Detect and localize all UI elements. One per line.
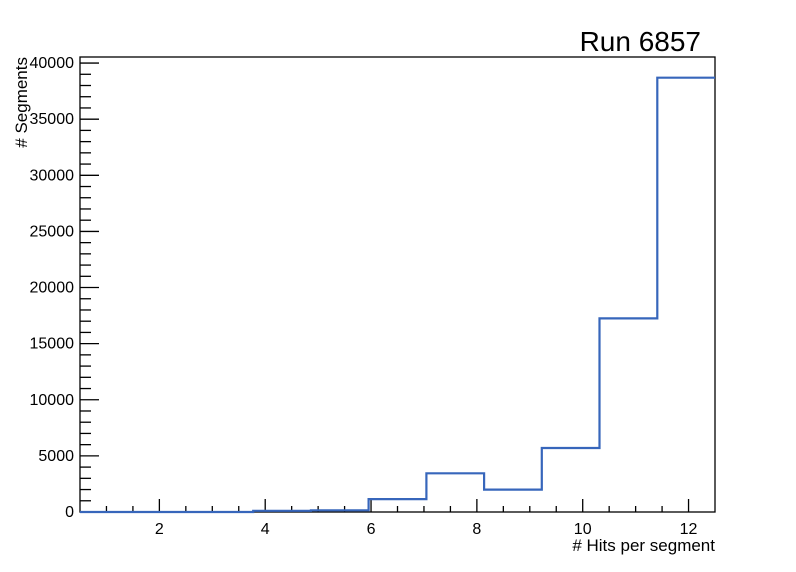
y-tick-label: 35000 — [30, 111, 75, 128]
x-tick-label: 6 — [367, 521, 376, 538]
axis-tick-labels: 2 4 6 8 10 12 0 5000 10000 15000 20000 25000 30000 35… — [30, 55, 698, 538]
plot-frame — [79, 56, 716, 513]
chart-title: Run 6857 — [580, 26, 701, 57]
y-tick-label: 20000 — [30, 280, 75, 297]
x-tick-label: 10 — [574, 521, 592, 538]
y-tick-label: 10000 — [30, 392, 75, 409]
y-tick-label: 25000 — [30, 223, 75, 240]
y-axis-title: # Segments — [12, 57, 31, 148]
x-tick-label: 8 — [472, 521, 481, 538]
x-tick-label: 12 — [680, 521, 698, 538]
y-tick-label: 5000 — [38, 448, 74, 465]
x-axis-title: # Hits per segment — [572, 536, 715, 555]
y-tick-label: 40000 — [30, 55, 75, 72]
x-tick-label: 4 — [261, 521, 270, 538]
y-tick-label: 0 — [65, 504, 74, 521]
y-tick-label: 15000 — [30, 336, 75, 353]
histogram-line — [80, 76, 715, 514]
axis-ticks — [80, 62, 690, 513]
y-tick-label: 30000 — [30, 167, 75, 184]
x-tick-label: 2 — [155, 521, 164, 538]
